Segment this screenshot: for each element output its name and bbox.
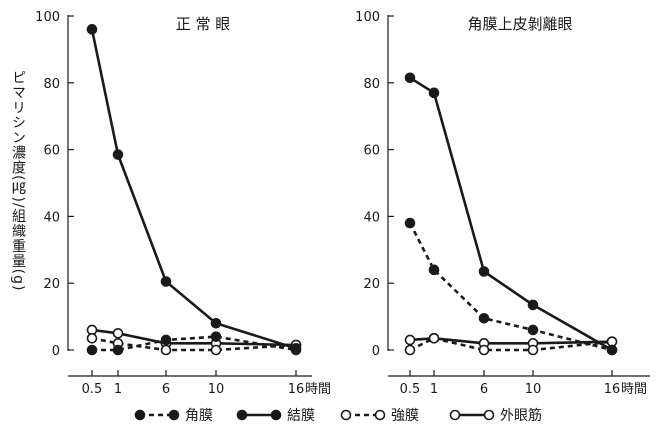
y-tick-label: 60 — [43, 144, 60, 159]
x-tick-label: 10 — [525, 382, 542, 397]
panel-title: 正 常 眼 — [176, 15, 231, 33]
data-point-強膜 — [527, 344, 539, 356]
y-tick-label: 20 — [363, 277, 380, 292]
data-point-結膜 — [210, 317, 222, 329]
x-tick-label: 6 — [480, 382, 488, 397]
data-point-外眼筋 — [112, 327, 124, 339]
data-point-強膜 — [160, 344, 172, 356]
data-point-角膜 — [527, 324, 539, 336]
legend-label-外眼筋: 外眼筋 — [500, 407, 542, 424]
legend-marker-外眼筋 — [483, 409, 495, 421]
legend-marker-強膜 — [374, 409, 386, 421]
data-point-結膜 — [112, 149, 124, 160]
series-line-結膜 — [409, 76, 613, 352]
data-point-結膜 — [86, 24, 98, 35]
x-tick-label: 1 — [114, 382, 122, 397]
x-tick-label: 0.5 — [82, 382, 103, 397]
x-tick-label: 0.5 — [400, 382, 421, 397]
y-tick-label: 40 — [43, 210, 60, 225]
data-point-外眼筋 — [404, 334, 416, 346]
legend-label-強膜: 強膜 — [391, 408, 419, 424]
series-line-外眼筋 — [409, 337, 613, 345]
data-point-角膜 — [160, 334, 172, 346]
data-point-強膜 — [478, 344, 490, 356]
legend-label-角膜: 角膜 — [185, 408, 213, 424]
y-tick-label: 0 — [372, 344, 380, 359]
data-point-結膜 — [160, 276, 172, 287]
data-point-結膜 — [478, 266, 490, 277]
data-point-強膜 — [404, 344, 416, 356]
data-point-結膜 — [527, 299, 539, 311]
data-point-強膜 — [86, 333, 98, 344]
x-tick-label: 16 — [604, 382, 621, 397]
legend-marker-角膜 — [168, 409, 180, 421]
legend-marker-結膜 — [270, 409, 282, 421]
x-tick-label: 16 — [288, 382, 305, 397]
x-unit-label: 時間 — [621, 382, 647, 397]
x-tick-label: 1 — [430, 382, 438, 397]
series-line-強膜 — [409, 337, 613, 352]
data-point-結膜 — [290, 343, 302, 354]
legend-marker-角膜 — [134, 409, 146, 421]
x-tick-label: 10 — [208, 382, 225, 397]
y-axis-label: ピマリシン濃度(㎍)/組織重量(g) — [10, 70, 26, 292]
y-tick-label: 0 — [52, 344, 60, 359]
y-tick-label: 100 — [355, 10, 380, 25]
data-point-結膜 — [404, 72, 416, 84]
y-tick-label: 80 — [43, 77, 60, 92]
y-tick-label: 80 — [363, 77, 380, 92]
panel-title: 角膜上皮剝離眼 — [467, 15, 572, 33]
data-point-結膜 — [606, 344, 618, 356]
legend-marker-外眼筋 — [449, 409, 461, 421]
legend: 角膜 結膜 強膜 外眼筋 — [134, 407, 542, 424]
data-point-角膜 — [86, 344, 98, 356]
data-point-角膜 — [404, 217, 416, 229]
y-tick-label: 100 — [35, 10, 60, 25]
legend-marker-強膜 — [340, 409, 352, 421]
y-tick-label: 40 — [363, 210, 380, 225]
legend-label-結膜: 結膜 — [287, 408, 315, 424]
data-point-結膜 — [428, 87, 440, 99]
data-point-角膜 — [478, 312, 490, 324]
x-tick-label: 6 — [162, 382, 170, 397]
series-line-角膜 — [408, 222, 613, 352]
y-tick-label: 60 — [363, 144, 380, 159]
data-point-角膜 — [428, 264, 440, 276]
legend-marker-結膜 — [236, 409, 248, 421]
y-tick-label: 20 — [43, 277, 60, 292]
x-unit-label: 時間 — [305, 382, 331, 397]
data-point-角膜 — [112, 344, 124, 356]
series-line-結膜 — [90, 29, 297, 350]
data-point-角膜 — [210, 331, 222, 342]
data-point-強膜 — [428, 333, 440, 344]
data-point-強膜 — [210, 344, 222, 356]
